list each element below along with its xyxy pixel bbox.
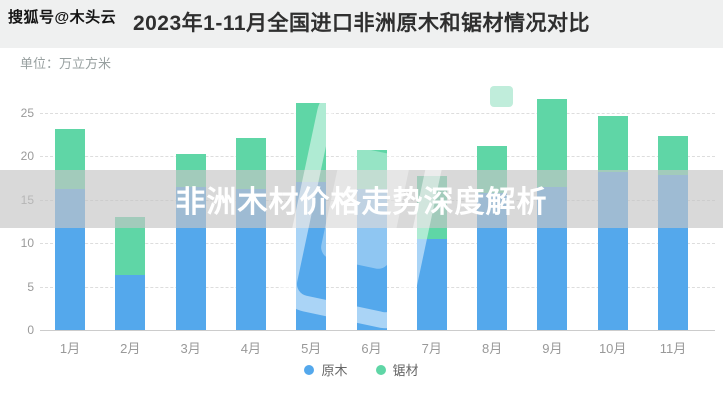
y-tick-label-10: 10: [20, 236, 34, 251]
legend-dot-logs: [304, 364, 315, 375]
page-title: 2023年1-11月全国进口非洲原木和锯材情况对比: [132, 12, 591, 35]
x-tick-label-m7: 7月: [421, 341, 442, 356]
legend-item-sawn-timber[interactable]: 锯材: [375, 360, 419, 379]
legend-label-sawn-timber: 锯材: [392, 363, 419, 378]
unit-label: 单位：万立方米: [20, 56, 112, 71]
legend-dot-sawn-timber: [375, 364, 386, 375]
x-tick-label-m1: 1月: [59, 341, 81, 356]
gridline-25: [40, 113, 715, 114]
sohu-account-watermark: 搜狐号@木头云: [8, 9, 117, 26]
legend-label-logs: 原木: [321, 363, 348, 378]
y-tick-label-0: 0: [27, 323, 34, 337]
legend-item-logs[interactable]: 原木: [304, 360, 348, 379]
x-tick-label-m11: 11月: [659, 341, 687, 356]
bar-logs-m7[interactable]: [416, 238, 447, 330]
bar-sawn-timber-m10[interactable]: [597, 115, 628, 172]
x-tick-label-m4: 4月: [240, 341, 262, 356]
headline-banner-text: 非洲木材价格走势深度解析: [175, 186, 548, 219]
x-tick-label-m8: 8月: [481, 341, 503, 356]
bar-logs-m2[interactable]: [115, 275, 146, 330]
x-tick-label-m6: 6月: [361, 341, 382, 356]
x-tick-label-m9: 9月: [542, 341, 563, 356]
title-band: 2023年1-11月全国进口非洲原木和锯材情况对比: [0, 0, 723, 48]
y-tick-label-20: 20: [20, 149, 34, 164]
x-tick-label-m5: 5月: [301, 341, 322, 356]
x-tick-label-m10: 10月: [598, 341, 627, 356]
x-tick-label-m2: 2月: [120, 341, 141, 356]
x-axis-line: [40, 330, 715, 331]
y-tick-label-5: 5: [27, 279, 34, 294]
bar-sawn-timber-m11[interactable]: [658, 136, 688, 176]
x-tick-label-m3: 3月: [180, 341, 201, 356]
y-tick-label-25: 25: [20, 106, 34, 120]
chart-legend: 原木 锯材: [0, 360, 723, 379]
